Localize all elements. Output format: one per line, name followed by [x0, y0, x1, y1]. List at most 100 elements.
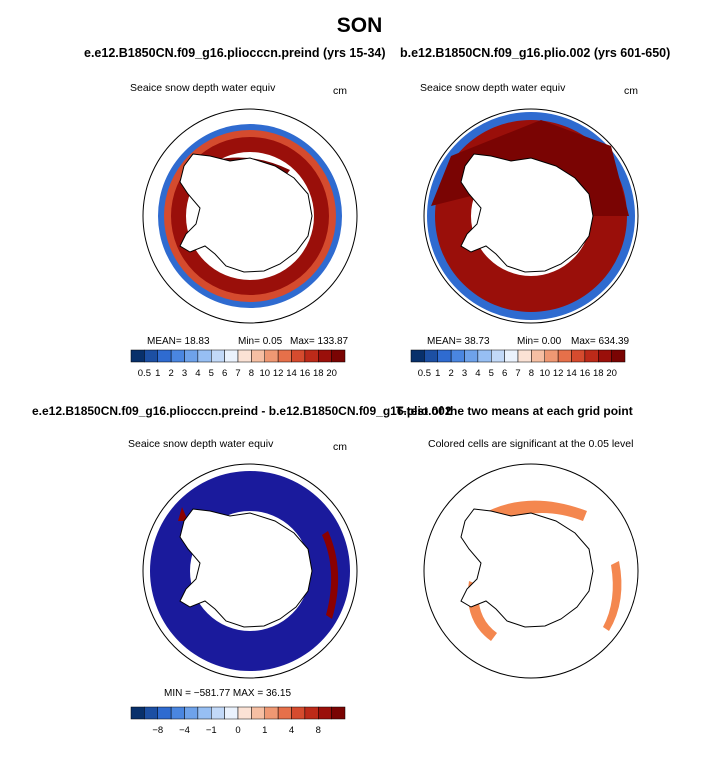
- colorbar-1-tick-label: 7: [235, 368, 240, 379]
- colorbar-1-swatch: [237, 349, 252, 363]
- colorbar-1-swatch: [264, 349, 279, 363]
- colorbar-1-tick-label: 16: [300, 368, 311, 379]
- colorbar-3-tick-label: −4: [179, 725, 190, 736]
- panel-3-positive-spot: [178, 507, 188, 521]
- colorbar-3-tick-label: −8: [152, 725, 163, 736]
- colorbar-2-swatch: [584, 349, 599, 363]
- colorbar-1-swatch: [331, 349, 346, 363]
- panel-2-mean: MEAN= 38.73: [427, 336, 490, 347]
- colorbar-2-tick-label: 0.5: [418, 368, 431, 379]
- colorbar-2-swatch: [517, 349, 532, 363]
- colorbar-2-swatch: [450, 349, 465, 363]
- colorbar-2-tick-label: 14: [566, 368, 577, 379]
- colorbar-2-swatch: [491, 349, 505, 363]
- colorbar-3-swatch: [170, 706, 185, 720]
- colorbar-1-swatch: [277, 349, 292, 363]
- panel-3-antarctica: [179, 508, 313, 628]
- panel-2-variable: Seaice snow depth water equiv: [420, 82, 566, 94]
- colorbar-2-tick-label: 16: [580, 368, 591, 379]
- colorbar-2-tick-label: 3: [462, 368, 467, 379]
- panel-1-colorbar: 0.5 1 2 3 4 5 6 7 8 10 12 14 16 18 20: [130, 349, 346, 379]
- colorbar-3-swatch: [224, 706, 239, 720]
- panel-4-significant-arc: [471, 500, 587, 531]
- panel-1-units: cm: [333, 85, 347, 97]
- colorbar-2-tick-label: 8: [529, 368, 534, 379]
- colorbar-3-tick-label: 0: [235, 725, 240, 736]
- panel-1-min: Min= 0.05: [238, 336, 283, 347]
- colorbar-2-swatch: [544, 349, 559, 363]
- colorbar-1-swatch: [170, 349, 185, 363]
- colorbar-2-tick-label: 1: [435, 368, 440, 379]
- panel-3-title: e.e12.B1850CN.f09_g16.pliocccn.preind - …: [32, 404, 452, 418]
- colorbar-3-swatch: [264, 706, 279, 720]
- colorbar-1-tick-label: 12: [273, 368, 284, 379]
- panel-3-variable: Seaice snow depth water equiv: [128, 438, 274, 450]
- colorbar-1-tick-label: 6: [222, 368, 227, 379]
- colorbar-2-tick-label: 18: [593, 368, 604, 379]
- colorbar-3-tick-label: 1: [262, 725, 267, 736]
- panel-2-colorbar: 0.5 1 2 3 4 5 6 7 8 10 12 14 16 18 20: [410, 349, 626, 379]
- colorbar-2-tick-label: 5: [489, 368, 494, 379]
- colorbar-2-swatch: [477, 349, 492, 363]
- colorbar-3-swatch: [291, 706, 306, 720]
- colorbar-1-tick-label: 8: [249, 368, 254, 379]
- colorbar-1-swatch: [211, 349, 225, 363]
- season-title: SON: [336, 14, 383, 37]
- colorbar-1-swatch: [224, 349, 239, 363]
- colorbar-2-swatch: [531, 349, 545, 363]
- colorbar-3-tick-label: 4: [289, 725, 294, 736]
- panel-3-colorbar: −8 −4 −1 0 1 4 8: [130, 706, 346, 736]
- colorbar-1-swatch: [304, 349, 319, 363]
- panel-2-title: b.e12.B1850CN.f09_g16.plio.002 (yrs 601-…: [400, 46, 671, 60]
- colorbar-3-swatch: [197, 706, 212, 720]
- colorbar-3-swatch: [331, 706, 346, 720]
- panel-1-map: [142, 108, 358, 324]
- colorbar-2-swatch: [611, 349, 626, 363]
- colorbar-2-swatch: [504, 349, 519, 363]
- colorbar-3-swatch: [251, 706, 265, 720]
- colorbar-2-swatch: [557, 349, 572, 363]
- colorbar-2-swatch: [437, 349, 452, 363]
- colorbar-1-swatch: [144, 349, 158, 363]
- panel-1-mean: MEAN= 18.83: [147, 336, 210, 347]
- panel-2-map: [423, 108, 639, 324]
- panel-3-map: [142, 463, 358, 679]
- colorbar-3-swatch: [130, 706, 145, 720]
- colorbar-1-tick-label: 1: [155, 368, 160, 379]
- colorbar-2-swatch: [598, 349, 612, 363]
- panel-4-title: T-test of the two means at each grid poi…: [396, 404, 633, 418]
- colorbar-2-swatch: [571, 349, 586, 363]
- colorbar-1-swatch: [291, 349, 306, 363]
- panel-4-note: Colored cells are significant at the 0.0…: [428, 438, 634, 450]
- colorbar-2-tick-label: 6: [502, 368, 507, 379]
- panel-4-map: [423, 463, 639, 679]
- panel-3-minmax: MIN = −581.77 MAX = 36.15: [164, 688, 292, 699]
- colorbar-3-tick-label: 8: [316, 725, 321, 736]
- colorbar-3-swatch: [184, 706, 199, 720]
- colorbar-1-swatch: [157, 349, 172, 363]
- colorbar-1-tick-label: 10: [259, 368, 270, 379]
- colorbar-3-swatch: [237, 706, 252, 720]
- colorbar-3-swatch: [304, 706, 319, 720]
- colorbar-1-swatch: [197, 349, 212, 363]
- colorbar-1-tick-label: 18: [313, 368, 324, 379]
- colorbar-3-swatch: [277, 706, 292, 720]
- colorbar-1-swatch: [130, 349, 145, 363]
- colorbar-2-tick-label: 7: [515, 368, 520, 379]
- colorbar-2-tick-label: 12: [553, 368, 564, 379]
- colorbar-3-tick-label: −1: [206, 725, 217, 736]
- colorbar-3-swatch: [144, 706, 158, 720]
- panel-1-max: Max= 133.87: [290, 336, 349, 347]
- colorbar-2-tick-label: 20: [606, 368, 617, 379]
- colorbar-3-swatch: [318, 706, 332, 720]
- panel-2-units: cm: [624, 85, 638, 97]
- panel-4-significant-east: [603, 561, 622, 631]
- colorbar-1-tick-label: 2: [168, 368, 173, 379]
- colorbar-2-tick-label: 4: [475, 368, 480, 379]
- colorbar-2-tick-label: 10: [539, 368, 550, 379]
- panel-2-antarctica: [460, 153, 594, 273]
- panel-1-variable: Seaice snow depth water equiv: [130, 82, 276, 94]
- colorbar-1-swatch: [184, 349, 199, 363]
- colorbar-2-tick-label: 2: [448, 368, 453, 379]
- panel-1-antarctica: [179, 153, 313, 273]
